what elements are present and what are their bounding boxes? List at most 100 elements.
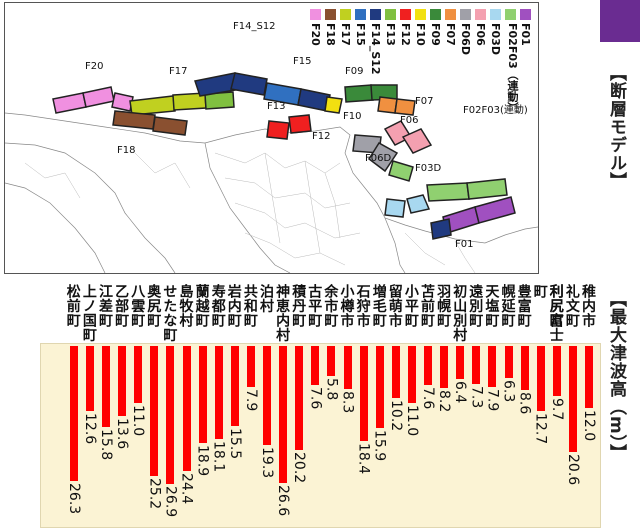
legend-label-3: F06	[474, 23, 487, 46]
tsunami-bar	[166, 346, 175, 484]
tsunami-value-label: 15.9	[371, 430, 388, 462]
municipality-name: 苫前町	[419, 284, 435, 328]
label-f20: F20	[85, 61, 104, 72]
tsunami-bar	[424, 346, 432, 385]
legend-swatch-5	[445, 9, 456, 20]
legend-swatch-12	[340, 9, 351, 20]
municipality-name: 天塩町	[483, 284, 500, 328]
tsunami-bar	[375, 346, 384, 428]
tsunami-value-label: 6.3	[500, 380, 517, 403]
legend-label-11: F15	[354, 23, 367, 46]
tsunami-value-label: 26.3	[65, 483, 82, 515]
map-graphic	[5, 72, 538, 273]
fault-f07b	[394, 98, 416, 116]
tsunami-bar	[246, 346, 255, 387]
tsunami-bar	[118, 346, 127, 416]
legend-swatch-11	[355, 9, 366, 20]
tsunami-value-label: 19.3	[259, 447, 275, 479]
tsunami-bar	[488, 346, 497, 387]
fault-f17	[129, 95, 176, 116]
tsunami-bar-chart: 12.0 20.6 9.7 12.7 8.6 6.3 7.9 7.3 6.4 8.2 7.6 11.0…	[40, 343, 601, 528]
tsunami-value-label: 25.2	[146, 478, 163, 510]
tsunami-bar	[150, 346, 159, 476]
municipality-borders	[24, 152, 476, 273]
fault-f12	[266, 120, 290, 140]
municipality-name: 神恵内村	[274, 284, 291, 342]
tsunami-bar	[552, 346, 561, 396]
municipality-name: 稚内市	[580, 284, 596, 328]
tsunami-value-label: 7.6	[420, 387, 436, 410]
fault-f06d-b	[367, 141, 399, 173]
municipality-name: 蘭越町	[193, 284, 210, 328]
tsunami-value-label: 18.1	[210, 441, 227, 473]
tsunami-bar	[407, 346, 416, 403]
tsunami-bar	[102, 346, 110, 427]
label-f17: F17	[169, 66, 188, 77]
label-f14-s12-top: F14_S12	[233, 21, 276, 32]
municipality-name: 積丹町	[290, 284, 307, 328]
tsunami-value-label: 8.2	[436, 390, 453, 413]
fault-model-map: F14_S12 F20 F17 F15 F09 F07 F10 F13 F12 …	[4, 2, 539, 274]
tsunami-bar	[134, 346, 143, 403]
tsunami-value-label: 18.4	[355, 443, 372, 475]
tsunami-value-label: 12.6	[81, 413, 98, 445]
municipality-name: 豊富町	[515, 284, 532, 328]
tsunami-bar	[504, 346, 513, 378]
legend-label-10: F14_S12	[369, 23, 382, 75]
legend-label-13: F18	[324, 23, 337, 46]
label-f06: F06	[400, 115, 419, 126]
tsunami-bar	[295, 346, 304, 450]
tsunami-value-label: 8.3	[339, 391, 356, 414]
municipality-name: 小平町	[402, 284, 419, 328]
tsunami-bar	[198, 346, 207, 443]
tsunami-bar	[520, 346, 529, 390]
municipality-name: 増毛町	[370, 284, 387, 328]
tsunami-bar	[456, 346, 465, 379]
legend-label-5: F07	[444, 23, 457, 46]
fault-model-title: 【断層モデル】	[606, 64, 626, 190]
fault-f03d	[384, 198, 406, 218]
legend-swatch-10	[370, 9, 381, 20]
fault-f07	[377, 96, 398, 114]
fault-f18b	[152, 116, 188, 136]
tsunami-value-label: 20.2	[291, 452, 308, 484]
municipality-name: 島牧村	[177, 284, 194, 328]
max-tsunami-title: 【最大津波高（m）】	[606, 290, 626, 463]
municipality-name: 礼文町	[563, 284, 580, 328]
municipality-name: 乙部町	[113, 284, 130, 328]
municipality-name: 江差町	[97, 284, 113, 328]
legend-swatch-6	[430, 9, 441, 20]
fault-f20b	[82, 86, 115, 108]
fault-f03d-b	[406, 194, 431, 214]
label-f06d: F06D	[365, 153, 392, 164]
municipality-name: 遠別町	[467, 284, 484, 328]
legend-label-0: F01	[519, 23, 532, 46]
tsunami-value-label: 26.9	[162, 486, 179, 518]
fault-f12b	[288, 114, 312, 134]
tsunami-value-label: 12.0	[581, 410, 597, 442]
label-f18: F18	[117, 145, 136, 156]
legend-label-6: F09	[429, 23, 442, 46]
tsunami-bar	[279, 346, 288, 483]
legend-label-1: F02F03（連動）	[506, 23, 519, 113]
municipality-name: 古平町	[306, 284, 323, 328]
tsunami-bar	[214, 346, 223, 439]
legend-label-4: F06D	[459, 23, 472, 55]
legend-swatch-4	[460, 9, 471, 20]
fault-f02f03-b	[426, 182, 470, 202]
legend-label-9: F13	[384, 23, 397, 46]
tsunami-bar	[327, 346, 336, 376]
legend-swatch-7	[415, 9, 426, 20]
tsunami-value-label: 8.6	[516, 392, 533, 415]
label-f13: F13	[267, 101, 286, 112]
municipality-name: 八雲町	[129, 284, 146, 328]
tsunami-value-label: 7.3	[468, 386, 485, 409]
tsunami-bar	[585, 346, 593, 408]
legend-swatch-9	[385, 9, 396, 20]
tsunami-bar	[472, 346, 481, 384]
tsunami-value-label: 7.6	[307, 387, 324, 410]
corner-accent	[600, 0, 640, 42]
fault-segments	[52, 72, 516, 240]
legend-swatch-2	[490, 9, 501, 20]
municipality-name: 留萌市	[386, 284, 403, 328]
